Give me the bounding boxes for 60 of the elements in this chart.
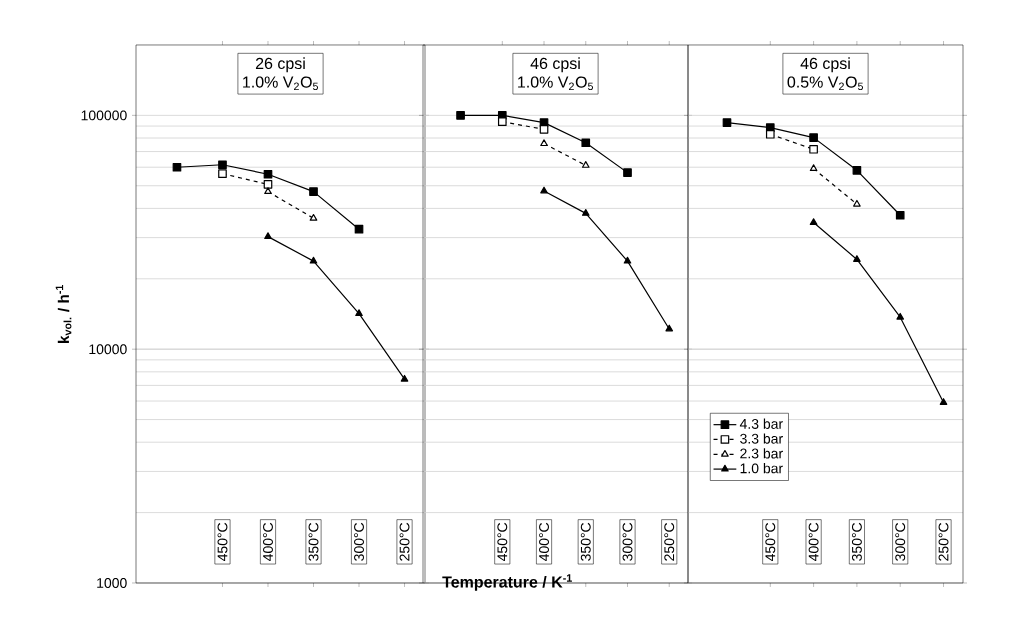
x-tick-label: 450°C bbox=[217, 522, 228, 562]
point bbox=[172, 162, 182, 172]
point bbox=[809, 144, 818, 154]
point bbox=[809, 133, 818, 142]
point bbox=[456, 111, 465, 120]
point bbox=[581, 138, 591, 148]
text: 0.5% V$_{2}$O$_{5}$ bbox=[787, 76, 863, 91]
point bbox=[722, 118, 732, 127]
point bbox=[218, 169, 227, 179]
point bbox=[355, 309, 363, 317]
point bbox=[853, 255, 861, 262]
x-tick-label: 350°C bbox=[308, 522, 319, 561]
legend-label: 3.3 bar bbox=[740, 433, 783, 444]
x-tick-label: 400°C bbox=[808, 522, 819, 562]
x-axis-title: Temperature / K$^{-1}$ bbox=[442, 574, 572, 591]
x-tick-label: 350°C bbox=[851, 522, 862, 561]
x-tick-label: 450°C bbox=[497, 522, 508, 562]
text: 46 cpsi bbox=[800, 57, 850, 73]
x-tick-label: 250°C bbox=[664, 522, 675, 561]
x-tick-label: 400°C bbox=[263, 522, 273, 562]
point bbox=[497, 117, 507, 126]
point bbox=[852, 165, 862, 175]
x-tick-label: 300°C bbox=[895, 522, 906, 561]
text: 26 cpsi bbox=[255, 57, 305, 73]
point bbox=[809, 218, 818, 226]
point bbox=[539, 125, 549, 134]
point bbox=[665, 324, 674, 332]
legend-label: 1.0 bar bbox=[740, 463, 783, 474]
point bbox=[309, 256, 318, 264]
point bbox=[309, 187, 318, 196]
y-tick-label: 10000 bbox=[89, 344, 127, 355]
x-tick-label: 250°C bbox=[938, 522, 949, 561]
text: 46 cpsi bbox=[530, 57, 580, 73]
point bbox=[263, 169, 273, 179]
point bbox=[939, 398, 948, 405]
legend-label: 4.3 bar bbox=[739, 418, 783, 429]
point bbox=[264, 232, 272, 240]
legend-label: 2.3 bar bbox=[740, 448, 783, 459]
text: 1.0% V$_{2}$O$_{5}$ bbox=[518, 76, 593, 91]
y-axis-title: k$_{vol.}$ / h$^{-1}$ bbox=[55, 284, 72, 343]
x-tick-label: 450°C bbox=[765, 522, 776, 562]
x-tick-label: 350°C bbox=[580, 522, 591, 561]
point bbox=[765, 129, 775, 139]
point bbox=[581, 209, 590, 216]
point bbox=[263, 180, 273, 189]
point bbox=[354, 224, 364, 234]
x-tick-label: 300°C bbox=[622, 522, 633, 561]
point bbox=[540, 186, 548, 194]
y-tick-label: 1000 bbox=[97, 578, 127, 588]
x-tick-label: 400°C bbox=[539, 522, 549, 562]
point bbox=[218, 160, 227, 170]
x-tick-label: 250°C bbox=[399, 522, 410, 561]
point bbox=[400, 374, 409, 382]
point bbox=[895, 210, 905, 220]
text: 1.0% V$_{2}$O$_{5}$ bbox=[243, 76, 318, 91]
y-tick-label: 100000 bbox=[81, 110, 127, 121]
point bbox=[623, 168, 632, 177]
point bbox=[896, 312, 905, 320]
x-tick-label: 300°C bbox=[354, 522, 364, 561]
point bbox=[623, 256, 632, 264]
